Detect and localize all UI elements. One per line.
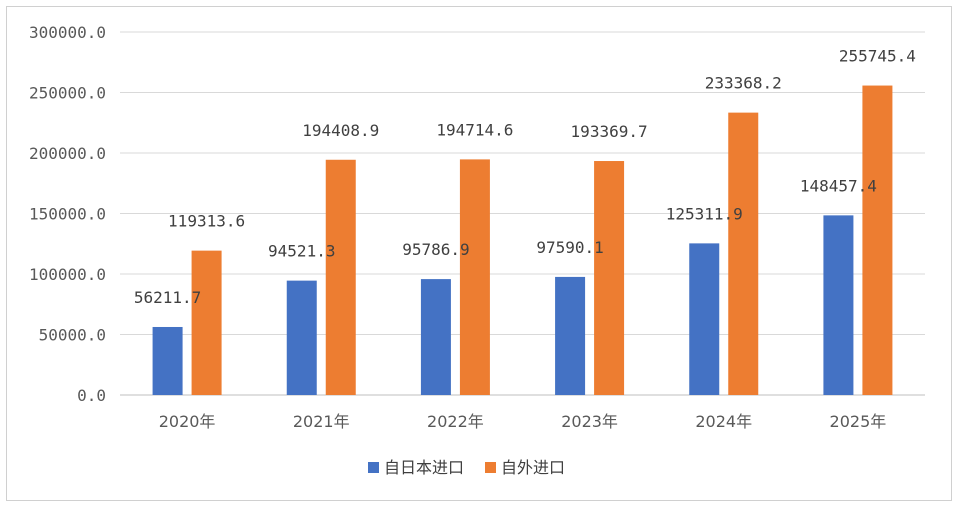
data-label: 119313.6 [168,212,245,231]
x-tick-label: 2021年 [293,412,350,431]
bar-japan [420,279,451,395]
bar-japan [823,215,854,395]
y-tick-label: 0.0 [77,386,106,405]
bar-foreign [459,159,490,395]
x-tick-label: 2022年 [427,412,484,431]
data-label: 56211.7 [134,288,201,307]
legend: 自日本进口 自外进口 [368,458,565,477]
data-label: 95786.9 [402,240,469,259]
bar-foreign [862,85,893,395]
bar-foreign [728,112,759,395]
bar-foreign [594,161,625,395]
y-tick-label: 100000.0 [29,265,106,284]
legend-label: 自日本进口 [384,458,464,477]
legend-label: 自外进口 [501,458,565,477]
data-label: 194714.6 [436,120,513,139]
data-label: 233368.2 [705,74,782,93]
bar-japan [689,243,720,395]
gridlines [120,31,925,396]
data-labels: 56211.7 119313.6 94521.3 194408.9 95786.9 194… [134,47,916,307]
bars [152,85,893,395]
data-label: 148457.4 [800,176,877,195]
x-tick-label: 2023年 [561,412,618,431]
legend-swatch [485,462,496,473]
bar-japan [555,276,586,395]
bar-foreign [191,250,222,395]
x-axis-tick-labels: 2020年 2021年 2022年 2023年 2024年 2025年 [159,412,887,431]
x-tick-label: 2024年 [695,412,752,431]
bar-japan [152,326,183,395]
bar-foreign [325,159,356,395]
legend-swatch [368,462,379,473]
y-tick-label: 50000.0 [39,326,106,345]
bar-japan [286,280,317,395]
data-label: 125311.9 [666,204,743,223]
y-tick-label: 300000.0 [29,23,106,42]
data-label: 194408.9 [302,121,379,140]
data-label: 97590.1 [536,238,603,257]
data-label: 255745.4 [839,47,916,66]
y-tick-label: 150000.0 [29,205,106,224]
x-tick-label: 2020年 [159,412,216,431]
x-tick-label: 2025年 [830,412,887,431]
data-label: 94521.3 [268,242,335,261]
y-tick-label: 200000.0 [29,144,106,163]
y-tick-label: 250000.0 [29,84,106,103]
y-axis-tick-labels: 0.0 50000.0 100000.0 150000.0 200000.0 250000… [29,23,106,405]
data-label: 193369.7 [571,122,648,141]
